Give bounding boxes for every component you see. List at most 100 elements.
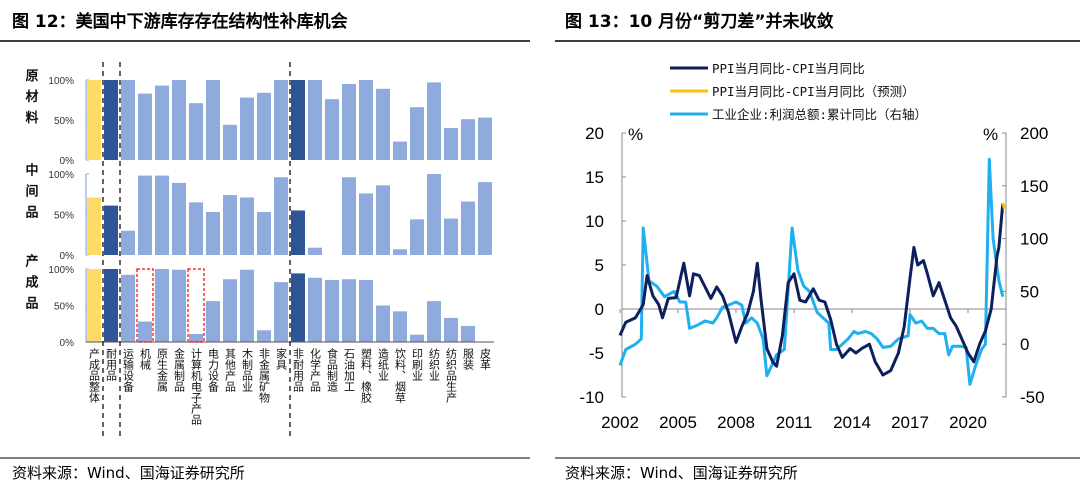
bar-服装 [461,325,475,342]
y-tick-label: 50% [54,116,74,127]
category-label: 饮料、烟草 [394,348,407,403]
bar-其他产品 [223,279,237,342]
category-label: 其他产品 [224,348,237,392]
bar-塑料、橡胶 [359,279,373,342]
bar-其他产品 [223,124,237,160]
bar-原生金属 [155,175,169,255]
bar-木制品业 [240,269,254,342]
left-y-tick-label: 10 [585,212,604,231]
category-label: 印刷业 [411,348,424,381]
category-label: 产成品整体 [88,347,101,403]
bar-石油加工 [342,279,356,342]
bar-印刷业 [410,334,424,342]
x-tick-label: 2002 [601,413,639,432]
category-label: 木制品业 [241,348,254,392]
bar-耐用品 [104,80,118,160]
y-tick-label: 50% [54,211,74,222]
left-y-tick-label: 20 [585,124,604,143]
category-label: 皮革 [479,348,492,370]
bar-电力设备 [206,301,220,342]
bar-金属制品 [172,80,186,160]
left-y-tick-label: 5 [595,256,604,275]
category-label: 家具 [275,347,288,370]
x-tick-label: 2017 [891,413,929,432]
y-tick-label: 100% [48,76,74,87]
bar-金属制品 [172,182,186,255]
bar-造纸业 [376,88,390,160]
bar-产成品整体 [87,269,101,342]
highlight-box [187,268,205,343]
bar-饮料、烟草 [393,141,407,160]
y-tick-label: 100% [48,265,74,276]
bar-金属制品 [172,269,186,342]
bar-产成品整体 [87,197,101,255]
right-source: 资料来源：Wind、国海证券研究所 [565,464,798,482]
bar-产成品整体 [87,80,101,160]
bar-非金属矿物 [257,92,271,160]
category-label: 石油加工 [343,348,356,392]
bar-印刷业 [410,219,424,255]
legend-label: PPI当月同比-CPI当月同比（预测） [712,84,915,99]
left-source: 资料来源：Wind、国海证券研究所 [12,464,245,482]
bar-食品制造 [325,279,339,342]
x-tick-label: 2011 [776,413,813,432]
bar-食品制造 [325,99,339,160]
panel-label: 产成品 [23,253,39,317]
category-label: 运输设备 [122,348,135,393]
bar-化学产品 [308,80,322,160]
bar-其他产品 [223,195,237,255]
bar-皮革 [478,117,492,160]
bar-家具 [274,177,288,255]
legend-label: 工业企业:利润总额:累计同比（右轴） [712,107,927,122]
bar-非金属矿物 [257,330,271,342]
x-tick-label: 2008 [717,413,755,432]
bar-石油加工 [342,84,356,160]
category-label: 塑料、橡胶 [360,347,373,404]
bar-计算机电子产品 [189,202,203,255]
category-label: 计算机电子产品 [190,348,203,425]
y-tick-label: 0% [60,251,75,262]
bar-原生金属 [155,269,169,342]
bar-运输设备 [121,274,135,342]
bar-化学产品 [308,247,322,255]
y-tick-label: 100% [48,170,74,181]
bar-非耐用品 [291,210,305,255]
series-line-0 [618,203,1005,377]
left-y-tick-label: -5 [589,344,604,363]
bar-皮革 [478,182,492,255]
category-label: 电力设备 [207,348,220,393]
y-tick-label: 50% [54,302,74,313]
highlight-box [136,268,154,343]
category-label: 耐用品 [105,348,118,381]
right-y-tick-label: 100 [1020,230,1048,249]
legend-label: PPI当月同比-CPI当月同比 [712,61,865,76]
bar-家具 [274,80,288,160]
bar-纺织品生产 [444,128,458,160]
bar-服装 [461,201,475,255]
x-tick-label: 2020 [949,413,987,432]
bar-石油加工 [342,177,356,255]
category-label: 化学产品 [309,347,322,392]
series-line-2 [618,157,1005,386]
right-y-tick-label: 50 [1020,282,1039,301]
y-tick-label: 0% [60,156,75,167]
bar-饮料、烟草 [393,311,407,342]
bar-纺织业 [427,301,441,342]
bar-纺织业 [427,174,441,255]
left-figure-title: 图 12：美国中下游库存存在结构性补库机会 [12,11,348,32]
x-tick-label: 2005 [659,413,697,432]
bar-造纸业 [376,305,390,342]
series-line-1 [1001,202,1007,210]
right-y-tick-label: 150 [1020,177,1048,196]
bar-计算机电子产品 [189,103,203,160]
category-label: 食品制造 [326,347,339,392]
category-label: 纺织品生产 [445,347,458,404]
bar-木制品业 [240,197,254,255]
bar-机械 [138,93,152,160]
panel-label: 中间品 [23,162,39,226]
bar-纺织品生产 [444,218,458,255]
right-unit-label: % [983,125,998,144]
bar-机械 [138,175,152,255]
bar-纺织业 [427,82,441,160]
